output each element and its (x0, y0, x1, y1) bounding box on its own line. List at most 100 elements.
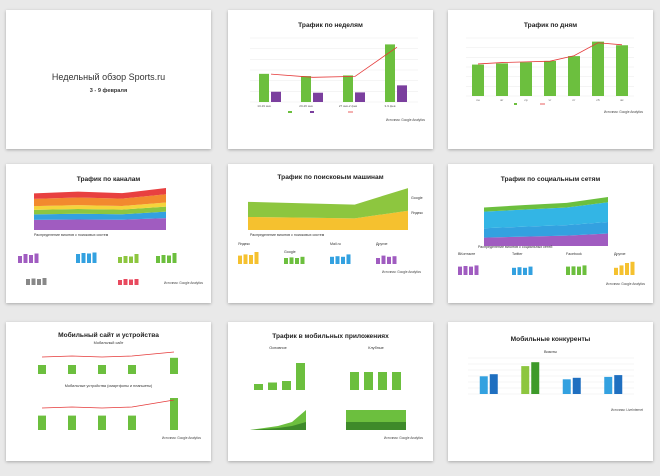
group-label-1: Яндекс (238, 242, 251, 246)
chart-caption: Распределение визитов с поисковых систем (250, 233, 325, 237)
mini-bar (582, 265, 587, 275)
cover-subtitle: 3 - 9 февраля (89, 88, 128, 94)
slide-4-channels[interactable]: Трафик по каналам Распределение визитов … (6, 164, 211, 303)
legend-yandex: Яндекс (411, 211, 424, 215)
bar-visits (301, 76, 311, 102)
slide-title: Трафик по дням (523, 22, 578, 29)
bar-visits (568, 56, 580, 96)
chart-caption: Распределение визитов с поисковых систем (34, 233, 109, 237)
group-label-3: Facebook (566, 252, 582, 256)
mini-bar (87, 253, 91, 263)
bar-a (521, 366, 530, 394)
mini-bar (614, 267, 618, 275)
mini-bar (528, 266, 533, 275)
area-clubs-2 (346, 422, 406, 430)
mini-bar (134, 254, 139, 263)
chart-bars: пн вт ср чт пт сб вс (472, 41, 628, 102)
source-note: Источник: Google Analytics (605, 282, 645, 286)
weekly-chart: 13-19 янв 20-26 янв 27 янв-2 фев 3-9 фев (250, 37, 418, 113)
tick-label: вт (501, 98, 505, 102)
search-chart (238, 188, 408, 264)
area-stack (250, 410, 406, 430)
area-series (484, 197, 608, 212)
area-series (484, 222, 608, 238)
chart-caption: Распределение визитов с социальных сетей (478, 245, 553, 249)
slide-9-mobile-competitors[interactable]: Мобильные конкуренты Визиты Источник: Li… (448, 322, 653, 461)
mini-bar (341, 256, 345, 264)
chart-bars (254, 363, 401, 390)
source-note: Источник: Google Analytics (381, 270, 421, 274)
bar-b (489, 374, 498, 394)
mini-bar (249, 255, 253, 264)
mini-bar (18, 256, 22, 263)
area-series (248, 210, 408, 230)
bar-b (531, 362, 540, 394)
tick-label: сб (596, 98, 600, 102)
tick-label: 13-19 янв (257, 104, 271, 108)
mini-bar (161, 255, 166, 263)
tick-label: 20-26 янв (299, 104, 313, 108)
mini-bar (330, 256, 334, 264)
cover-title: Недельный обзор Sports.ru (51, 72, 166, 82)
mobile-apps-chart (250, 363, 406, 430)
bar-devices (68, 415, 76, 430)
mini-bar (118, 257, 122, 263)
slide-3-daily-traffic[interactable]: пн вт ср чт пт сб вс Трафик по дням Источник: … (448, 10, 653, 149)
slide-8-mobile-apps[interactable]: Трафик в мобильных приложениях Основное … (228, 322, 433, 461)
bar-clubs (364, 372, 373, 390)
trend-line-2 (41, 399, 175, 409)
bar-main (254, 384, 263, 390)
slide-title: Трафик по поисковым машинам (277, 174, 384, 181)
tick-label: пт (573, 98, 577, 102)
chart-bars: 13-19 янв 20-26 янв 27 янв-2 фев 3-9 фев (257, 44, 407, 108)
mini-bar (512, 267, 516, 275)
mini-bar (243, 254, 248, 264)
mini-bar (123, 256, 128, 263)
mini-bar-groups (458, 261, 635, 275)
mini-bar (300, 256, 305, 264)
mini-bar (37, 279, 41, 285)
mini-bar (76, 278, 80, 285)
mini-bar (23, 254, 28, 263)
bar-mobile-site (38, 365, 46, 374)
bar-unique (313, 92, 323, 102)
group-label-4: Другие (614, 252, 626, 256)
bar-main (296, 363, 305, 390)
mini-bar (172, 253, 177, 263)
bar-visits (385, 44, 395, 102)
mini-bar (392, 256, 397, 264)
mini-bar (42, 278, 47, 285)
slide-2-weekly-traffic[interactable]: 13-19 янв 20-26 янв 27 янв-2 фев 3-9 фев Тр… (228, 10, 433, 149)
mini-bar (566, 266, 570, 275)
area-series (248, 188, 408, 219)
group-label-3: Mail.ru (330, 242, 341, 246)
channels-chart (18, 188, 177, 285)
slide-7-mobile-site[interactable]: Мобильный сайт и устройства Мобильный са… (6, 322, 211, 461)
source-note: Источник: Google Analytics (163, 281, 203, 285)
slide-title: Трафик по социальным сетям (500, 176, 601, 183)
bar-visits (520, 62, 532, 96)
mini-bar (87, 280, 91, 285)
area-main-2 (250, 422, 306, 430)
mini-bar (238, 255, 242, 264)
bar-visits (343, 75, 353, 102)
subtitle-devices: Мобильные устройства (смартфоны и планше… (64, 384, 153, 388)
legend-google: Google (411, 196, 423, 200)
mini-bar (284, 258, 288, 264)
slide-5-search-engines[interactable]: Трафик по поисковым машинам Распределени… (228, 164, 433, 303)
mini-bar (92, 277, 97, 285)
area-series (34, 211, 166, 220)
mini-bar (156, 256, 160, 263)
slide-6-social[interactable]: Трафик по социальным сетям Распределение… (448, 164, 653, 303)
bar-main (268, 382, 277, 390)
bar-b (614, 375, 623, 394)
area-series (34, 194, 166, 207)
legend (288, 111, 353, 113)
mini-bar (571, 266, 576, 275)
mini-bar (346, 254, 351, 264)
mini-bar (335, 256, 340, 264)
bar-mobile-site (128, 365, 136, 374)
slide-1-cover[interactable]: Недельный обзор Sports.ru 3 - 9 февраля (6, 10, 211, 149)
tick-label: вс (620, 98, 624, 102)
tick-label: ср (524, 98, 528, 102)
